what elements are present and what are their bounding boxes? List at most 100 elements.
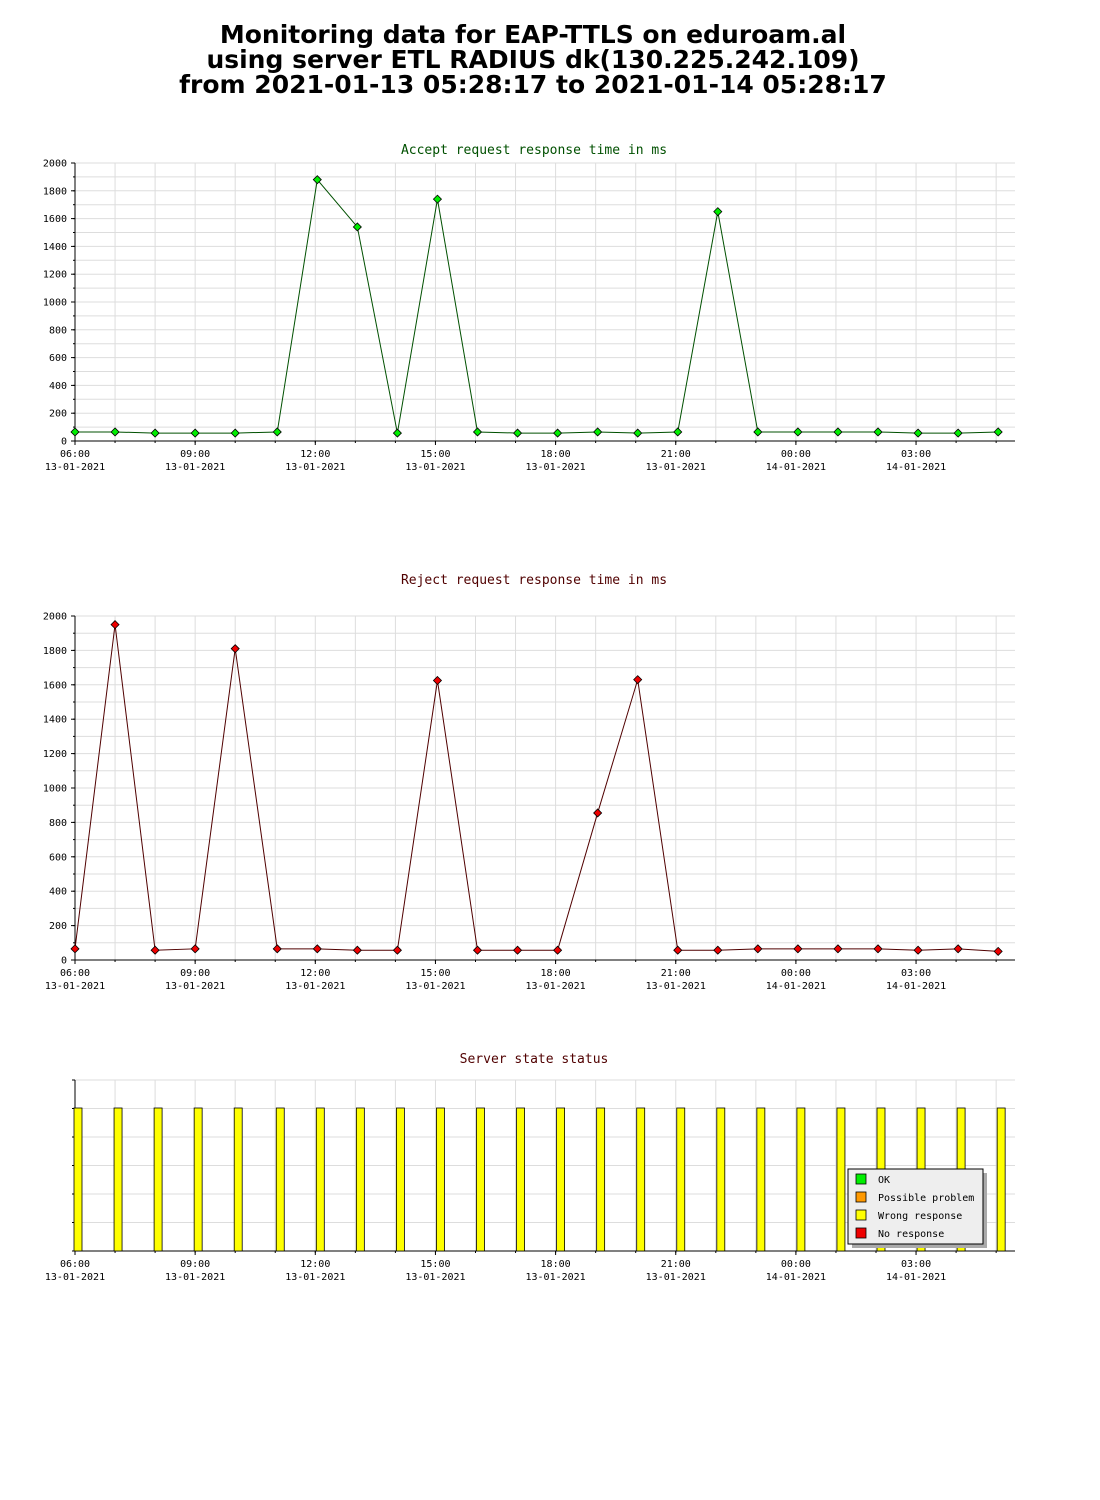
x-tick-date: 13-01-2021 [405, 1272, 465, 1283]
x-tick-date: 13-01-2021 [646, 1272, 706, 1283]
data-point [913, 428, 923, 438]
x-tick-date: 13-01-2021 [45, 462, 105, 473]
grid [74, 162, 1015, 442]
data-point [110, 620, 120, 630]
data-point [953, 428, 963, 438]
status-bar [315, 1107, 325, 1252]
status-bar [796, 1107, 806, 1252]
y-tick-label: 600 [49, 353, 67, 364]
data-point [70, 427, 80, 437]
y-tick-label: 2000 [43, 612, 67, 623]
status-bar [596, 1107, 606, 1252]
y-tick-label: 800 [49, 818, 67, 829]
y-tick-label: 1800 [43, 186, 67, 197]
y-tick-label: 200 [49, 921, 67, 932]
x-tick-date: 14-01-2021 [886, 1272, 946, 1283]
data-point [432, 675, 443, 686]
chart-2: Reject request response time in ms 0 200 40… [43, 573, 1015, 992]
y-tick-label: 400 [49, 381, 67, 392]
x-tick-time: 00:00 [781, 449, 811, 460]
y-tick-label: 0 [61, 437, 67, 448]
x-tick-date: 13-01-2021 [525, 1272, 585, 1283]
legend-label: Wrong response [878, 1211, 962, 1222]
status-bar [836, 1107, 846, 1252]
x-tick-time: 21:00 [661, 449, 691, 460]
series-line [75, 178, 999, 434]
data-point [312, 944, 322, 954]
data-point [553, 428, 563, 438]
data-point [753, 944, 763, 954]
x-tick-date: 13-01-2021 [525, 462, 585, 473]
data-point [150, 945, 160, 955]
x-tick-time: 03:00 [901, 968, 931, 979]
data-point [553, 945, 563, 955]
x-tick-date: 14-01-2021 [766, 462, 826, 473]
title-line-3: from 2021-01-13 05:28:17 to 2021-01-14 0… [179, 70, 887, 99]
status-bar [436, 1107, 445, 1252]
x-tick-date: 13-01-2021 [405, 981, 465, 992]
data-point [993, 427, 1003, 437]
x-tick-date: 13-01-2021 [405, 462, 465, 473]
x-tick-time: 21:00 [661, 1259, 691, 1270]
x-tick-time: 15:00 [420, 449, 450, 460]
data-point [593, 427, 603, 437]
x-tick-date: 13-01-2021 [45, 981, 105, 992]
x-tick-time: 18:00 [541, 1259, 571, 1270]
data-point [150, 428, 160, 438]
legend-swatch [855, 1173, 867, 1185]
chart-3: Server state status OK Possible problem Wro… [45, 1052, 1015, 1283]
status-bar [153, 1107, 163, 1252]
data-point [753, 427, 763, 437]
x-tick-date: 14-01-2021 [886, 462, 946, 473]
data-point [392, 428, 402, 438]
data-point [873, 427, 883, 437]
data-point [913, 945, 923, 955]
legend-label: Possible problem [878, 1193, 974, 1204]
data-point [272, 427, 282, 437]
data-point [352, 945, 362, 955]
page-title: Monitoring data for EAP-TTLS on eduroam.… [0, 22, 1066, 97]
y-tick-label: 1600 [43, 680, 67, 691]
data-point [833, 944, 843, 954]
data-point [953, 944, 963, 954]
x-tick-time: 06:00 [60, 449, 90, 460]
x-tick-time: 06:00 [60, 968, 90, 979]
x-tick-time: 15:00 [420, 1259, 450, 1270]
status-bar [275, 1107, 285, 1252]
data-point [993, 946, 1003, 956]
chart-title: Accept request response time in ms [401, 143, 667, 158]
status-bar [73, 1107, 83, 1252]
title-line-2: using server ETL RADIUS dk(130.225.242.1… [206, 45, 860, 74]
y-tick-label: 2000 [43, 159, 67, 170]
data-point [713, 945, 723, 955]
data-point [190, 428, 200, 438]
chart-title: Server state status [460, 1052, 609, 1067]
y-tick-label: 1000 [43, 784, 67, 795]
x-tick-date: 13-01-2021 [45, 1272, 105, 1283]
x-tick-time: 12:00 [300, 968, 330, 979]
data-point [190, 944, 200, 954]
chart-1: Accept request response time in ms 0 200 40… [43, 143, 1015, 473]
x-tick-date: 13-01-2021 [165, 462, 225, 473]
data-point [352, 222, 362, 232]
data-point [512, 428, 523, 438]
x-tick-time: 12:00 [300, 1259, 330, 1270]
y-tick-label: 0 [61, 956, 67, 967]
x-tick-date: 14-01-2021 [766, 981, 826, 992]
y-tick-label: 1200 [43, 749, 67, 760]
status-bar [556, 1107, 566, 1252]
data-point [472, 945, 483, 955]
legend: OK Possible problem Wrong response No respo… [847, 1168, 987, 1248]
grid [74, 615, 1015, 961]
status-bar [396, 1107, 405, 1252]
x-tick-time: 15:00 [420, 968, 450, 979]
x-tick-time: 09:00 [180, 449, 210, 460]
y-tick-label: 1400 [43, 715, 67, 726]
x-tick-time: 03:00 [901, 1259, 931, 1270]
x-tick-date: 13-01-2021 [165, 1272, 225, 1283]
x-tick-time: 21:00 [661, 968, 691, 979]
data-point [110, 427, 120, 437]
x-tick-time: 09:00 [180, 968, 210, 979]
status-bar [636, 1107, 646, 1252]
status-bar [193, 1107, 203, 1252]
